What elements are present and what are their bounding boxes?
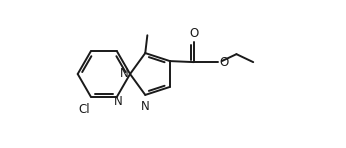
Text: N: N <box>140 99 149 112</box>
Text: N: N <box>113 95 122 108</box>
Text: O: O <box>189 27 199 40</box>
Text: O: O <box>219 56 228 69</box>
Text: Cl: Cl <box>79 103 90 116</box>
Text: N: N <box>120 67 129 80</box>
